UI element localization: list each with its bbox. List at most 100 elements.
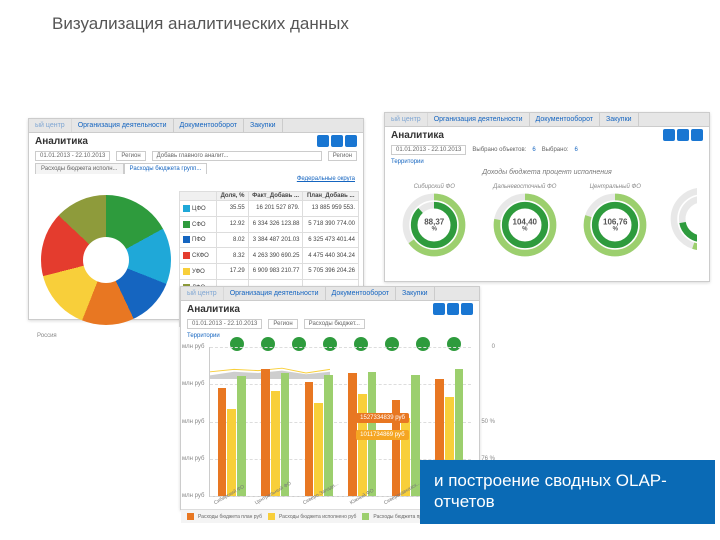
bar[interactable]: [281, 373, 290, 496]
doc-icon[interactable]: [691, 129, 703, 141]
panel3-series-btn[interactable]: Расходы бюджет...: [304, 319, 365, 329]
table-row[interactable]: УФО17.296 909 983 210.775 705 396 204.26: [180, 264, 359, 280]
panel3-region-btn[interactable]: Регион: [268, 319, 297, 329]
color-swatch: [183, 205, 190, 212]
bar-group: [305, 375, 333, 497]
table-header-cell: План_Добавь ...: [303, 192, 359, 201]
table-row[interactable]: СФО12.926 334 326 123.885 718 390 774.00: [180, 216, 359, 232]
panel2-toolbar-icons: [663, 129, 703, 141]
table-row[interactable]: ПФО8.023 384 487 201.036 325 473 401.44: [180, 232, 359, 248]
legend-item[interactable]: Расходы бюджета исполнено руб: [268, 513, 356, 520]
donut-chart: 88,37%: [401, 192, 467, 258]
globe-icon[interactable]: [447, 303, 459, 315]
bar[interactable]: [305, 382, 314, 496]
bar[interactable]: [218, 388, 227, 496]
bar[interactable]: [271, 391, 280, 496]
bar-group: [261, 369, 289, 497]
globe-icon[interactable]: [331, 135, 343, 147]
pie-chart: [41, 195, 171, 325]
table-header-cell: Доля, %: [217, 192, 248, 201]
panel2-tab-2[interactable]: Документооборот: [530, 113, 601, 126]
donut-chart: 106,76%: [582, 192, 648, 258]
panel1-subtab-1[interactable]: Расходы бюджета групп...: [124, 163, 208, 174]
tooltip-fact: 1011734869 руб: [356, 430, 408, 440]
legend-item[interactable]: Расходы бюджета план руб: [187, 513, 262, 520]
table-header-cell: Факт_Добавь ...: [248, 192, 303, 201]
gauge-value: 88,37%: [424, 218, 444, 233]
gauge: Сибирский ФО 88,37%: [397, 184, 471, 258]
chart-icon[interactable]: [433, 303, 445, 315]
globe-icon[interactable]: [677, 129, 689, 141]
color-swatch: [183, 252, 190, 259]
gauge-label: Дальневосточный ФО: [488, 184, 562, 190]
chart-icon[interactable]: [317, 135, 329, 147]
panel1-add-analyst[interactable]: Добавь главного аналит...: [152, 151, 322, 161]
bar-group: [218, 376, 246, 496]
tooltip-plan: 1527334839 руб: [356, 413, 409, 423]
gauge: [669, 184, 697, 258]
table-header-cell: [180, 192, 217, 201]
bar[interactable]: [314, 403, 323, 496]
panel2-sel-objects-val: 6: [532, 147, 535, 153]
panel2-tab-0[interactable]: ый центр: [385, 113, 428, 126]
analytics-gauges-panel: ый центр Организация деятельности Докуме…: [384, 112, 710, 282]
footer-caption: и построение сводных OLAP- отчетов: [420, 460, 715, 524]
legend-swatch: [187, 513, 194, 520]
table-row[interactable]: ЦФО35.5516 201 527 879.13 885 959 553.: [180, 201, 359, 217]
panel2-breadcrumb[interactable]: Территории: [391, 159, 424, 165]
y-tick-label: млн руб: [182, 493, 204, 499]
table-row[interactable]: СКФО8.324 263 390 690.254 475 440 304.24: [180, 248, 359, 264]
panel1-tab-2[interactable]: Документооборот: [174, 119, 245, 132]
panel3-tabs: ый центр Организация деятельности Докуме…: [181, 287, 479, 301]
y-tick-label: млн руб: [182, 344, 204, 350]
bar[interactable]: [261, 369, 270, 497]
bar[interactable]: [237, 376, 246, 496]
chart-icon[interactable]: [663, 129, 675, 141]
bar[interactable]: [324, 375, 333, 497]
legend-swatch: [268, 513, 275, 520]
panel2-tab-1[interactable]: Организация деятельности: [428, 113, 530, 126]
panel3-date-range[interactable]: 01.01.2013 - 22.10.2013: [187, 319, 262, 329]
panel3-tab-1[interactable]: Организация деятельности: [224, 287, 326, 300]
panel2-tab-3[interactable]: Закупки: [600, 113, 639, 126]
panel2-sel-label: Выбрано:: [542, 147, 569, 153]
gauge-value: 106,76%: [603, 218, 627, 233]
panel1-region-btn2[interactable]: Регион: [328, 151, 357, 161]
panel1-title: Аналитика: [35, 136, 88, 147]
panel2-tabs: ый центр Организация деятельности Докуме…: [385, 113, 709, 127]
panel1-region-btn[interactable]: Регион: [116, 151, 145, 161]
panel3-tab-3[interactable]: Закупки: [396, 287, 435, 300]
panel3-tab-0[interactable]: ый центр: [181, 287, 224, 300]
gauge: Дальневосточный ФО 104,40%: [488, 184, 562, 258]
bar[interactable]: [411, 375, 420, 497]
y-tick-label: млн руб: [182, 419, 204, 425]
doc-icon[interactable]: [345, 135, 357, 147]
panel1-link-federal-districts[interactable]: Федеральные округа: [297, 176, 355, 182]
y-tick-label: млн руб: [182, 456, 204, 462]
panel2-date-range[interactable]: 01.01.2013 - 22.10.2013: [391, 145, 466, 155]
gauge: Центральный ФО 106,76%: [578, 184, 652, 258]
panel3-tab-2[interactable]: Документооборот: [326, 287, 397, 300]
gauge-label: Сибирский ФО: [397, 184, 471, 190]
panel1-subtab-0[interactable]: Расходы бюджета исполн...: [35, 163, 124, 174]
panel1-tab-0[interactable]: ый центр: [29, 119, 72, 132]
bar[interactable]: [227, 409, 236, 496]
panel1-date-range[interactable]: 01.01.2013 - 22.10.2013: [35, 151, 110, 161]
panel2-chart-title: Доходы бюджета процент исполнения: [385, 167, 709, 178]
y-tick-right: 50 %: [481, 419, 495, 425]
panel2-sel-objects-label: Выбрано объектов:: [472, 147, 526, 153]
gauge-value: 104,40%: [513, 218, 537, 233]
gauges-row: Сибирский ФО 88,37%Дальневосточный ФО 10…: [385, 178, 709, 264]
bar[interactable]: [358, 394, 367, 496]
panel1-tab-1[interactable]: Организация деятельности: [72, 119, 174, 132]
y-tick-label: млн руб: [182, 381, 204, 387]
doc-icon[interactable]: [461, 303, 473, 315]
panel1-tabs: ый центр Организация деятельности Докуме…: [29, 119, 363, 133]
color-swatch: [183, 221, 190, 228]
donut-chart: [669, 186, 697, 252]
panel3-breadcrumb[interactable]: Территории: [187, 333, 220, 339]
panel3-title: Аналитика: [187, 304, 240, 315]
panel1-tab-3[interactable]: Закупки: [244, 119, 283, 132]
y-tick-right: 0: [492, 344, 495, 350]
panel3-toolbar-icons: [433, 303, 473, 315]
